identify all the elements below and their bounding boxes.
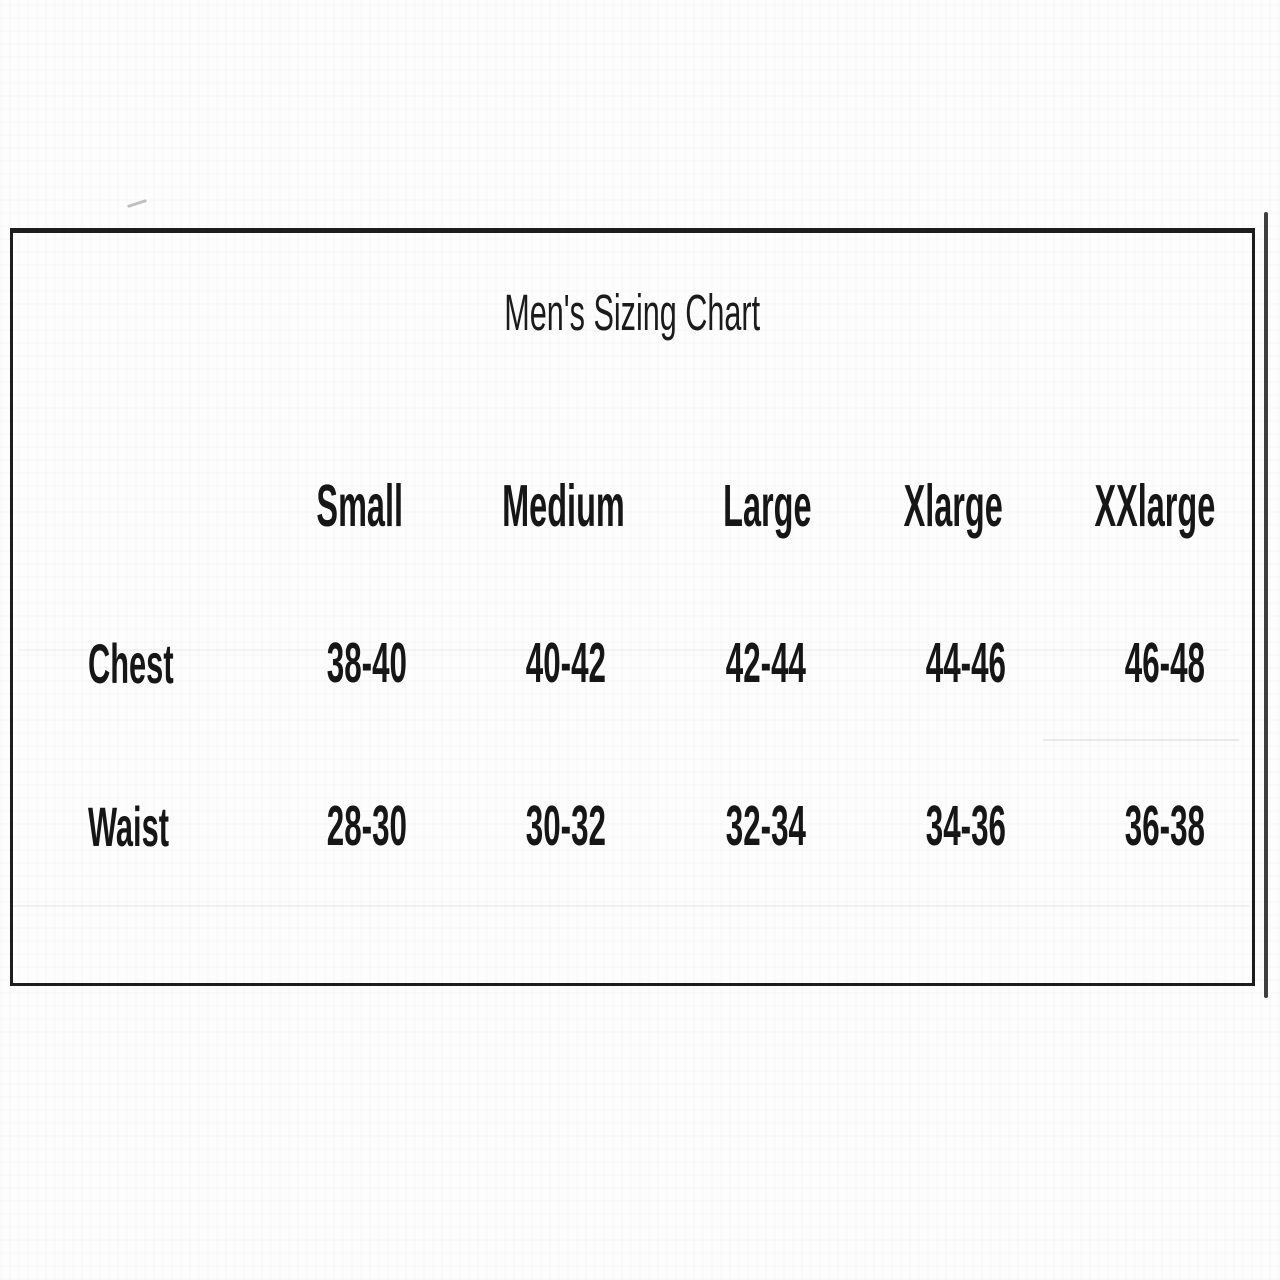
chart-title: Men's Sizing Chart <box>13 283 1252 343</box>
size-header-row: Small Medium Large Xlarge XXlarge <box>27 472 1252 539</box>
waist-value-xxlarge: 36-38 <box>1125 794 1206 858</box>
chest-value-large: 42-44 <box>725 631 807 695</box>
scan-noise-line <box>1043 739 1239 741</box>
scan-noise-band <box>13 905 1249 907</box>
row-label-waist: Waist <box>88 794 170 858</box>
waist-value-medium: 30-32 <box>526 794 607 858</box>
waist-value-xlarge: 34-36 <box>925 794 1006 858</box>
waist-value-small: 28-30 <box>326 794 407 858</box>
table-row-waist: Waist 28-30 30-32 32-34 34-36 36-38 <box>27 793 1252 858</box>
table-row-chest: Chest 38-40 40-42 42-44 44-46 46-48 <box>27 630 1252 695</box>
scan-edge-line <box>1264 212 1268 998</box>
column-header-large: Large <box>723 473 812 539</box>
chest-value-xxlarge: 46-48 <box>1125 631 1206 695</box>
chest-value-small: 38-40 <box>326 631 407 695</box>
column-header-medium: Medium <box>502 473 625 539</box>
column-header-xlarge: Xlarge <box>903 473 1003 539</box>
sizing-chart-table: Men's Sizing Chart Small Medium Large Xl… <box>10 228 1255 986</box>
column-header-xxlarge: XXlarge <box>1094 473 1216 539</box>
waist-value-large: 32-34 <box>725 794 807 858</box>
chest-value-xlarge: 44-46 <box>925 631 1006 695</box>
column-header-small: Small <box>316 473 403 539</box>
scan-smudge-mark <box>127 198 147 209</box>
chart-title-text: Men's Sizing Chart <box>504 284 761 341</box>
row-label-chest: Chest <box>88 631 174 695</box>
chest-value-medium: 40-42 <box>526 631 607 695</box>
